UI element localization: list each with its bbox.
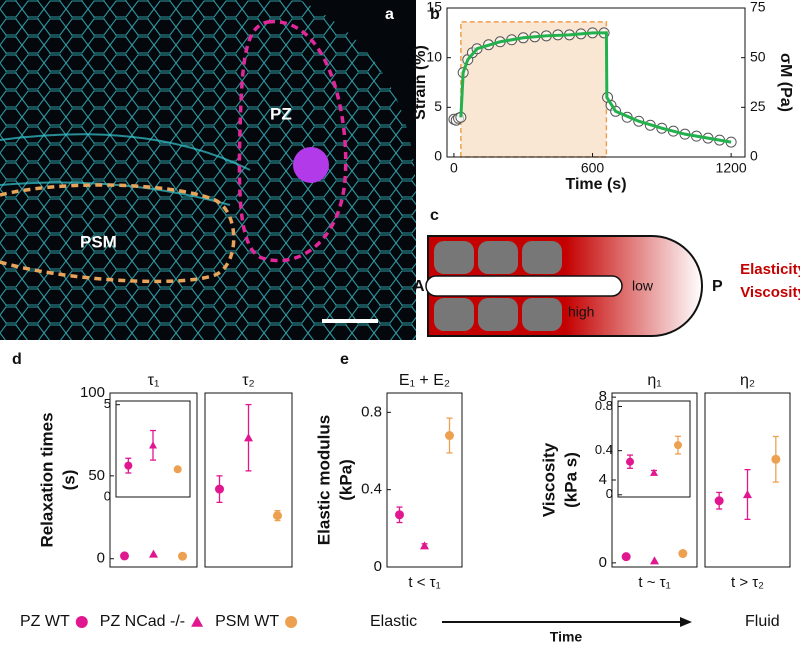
x-tick-label: 1200 <box>716 160 747 176</box>
marker <box>714 496 724 506</box>
marker <box>120 551 129 561</box>
subplot-title: τ₁ <box>148 372 160 389</box>
subplot-title: E₁ + E₂ <box>399 372 450 389</box>
arrow-head <box>680 617 692 627</box>
marker <box>124 461 133 470</box>
y-axis-label: Strain (%) <box>412 45 429 120</box>
y-axis-label: Viscosity <box>539 442 558 517</box>
inset-frame <box>617 400 691 498</box>
image-label: PSM <box>80 232 117 251</box>
marker <box>445 431 454 441</box>
marker <box>178 551 187 561</box>
y-tick-label: 0 <box>104 488 111 503</box>
panel-label: d <box>12 351 22 368</box>
property-label: Viscosity <box>740 284 800 301</box>
marker <box>420 541 429 550</box>
y2-axis-label: σM (Pa) <box>777 53 794 112</box>
y2-tick-label: 25 <box>750 98 766 114</box>
subplot-title: η₁ <box>647 372 661 389</box>
legend-label: PZ NCad -/- <box>100 613 185 630</box>
time-end: Fluid <box>745 613 780 630</box>
y-tick-label: 0 <box>606 486 613 501</box>
diagram-label: A <box>413 278 425 295</box>
marker <box>215 484 224 494</box>
marker <box>743 490 752 499</box>
y-tick-label: 0 <box>374 558 382 575</box>
x-axis-label: t < τ₁ <box>408 574 440 591</box>
y-tick-label: 4 <box>599 471 607 488</box>
marker <box>650 556 659 565</box>
subplot-title: η₂ <box>740 372 755 389</box>
y-axis-label: (s) <box>59 470 78 491</box>
marker <box>173 465 182 474</box>
x-tick-label: 0 <box>450 160 458 176</box>
legend-label: PZ WT <box>20 613 70 630</box>
y-tick-label: 8 <box>599 388 607 405</box>
y-tick-label: 100 <box>80 384 105 401</box>
y-axis-label: (kPa s) <box>561 452 580 508</box>
fit-line <box>459 31 732 144</box>
axes-frame <box>386 392 463 568</box>
marker <box>273 511 282 521</box>
x-tick-label: 600 <box>581 160 605 176</box>
y-tick-label: 50 <box>88 467 105 484</box>
legend-label: PSM WT <box>215 613 279 630</box>
y-tick-label: 0.4 <box>595 442 613 457</box>
x-axis-label: t ~ τ₁ <box>638 574 670 591</box>
y-tick-label: 0.4 <box>361 481 382 498</box>
marker <box>650 468 658 476</box>
panel-label: a <box>385 6 394 23</box>
axes-frame <box>109 392 198 568</box>
x-axis-label: t > τ₂ <box>731 574 764 591</box>
time-label: Time <box>550 629 583 645</box>
marker <box>771 454 781 464</box>
property-label: Elasticity <box>740 261 800 278</box>
marker <box>149 441 157 449</box>
y2-tick-label: 0 <box>750 148 758 164</box>
subplot-title: τ₂ <box>242 372 255 389</box>
panel-label: c <box>430 207 439 224</box>
microscopy-image: PZ PSM <box>0 0 416 340</box>
marker <box>244 433 253 442</box>
y-axis-label: Elastic modulus <box>314 415 333 545</box>
y-axis-label: (kPa) <box>336 459 355 501</box>
legend-marker <box>285 616 298 628</box>
y-tick-label: 0 <box>97 550 105 567</box>
legend-marker <box>75 616 88 628</box>
marker <box>678 549 688 559</box>
y-tick-label: 10 <box>426 48 442 64</box>
panel-label: b <box>430 6 440 23</box>
axes-frame <box>704 392 791 568</box>
x-axis-label: Time (s) <box>565 176 626 193</box>
marker <box>621 552 631 562</box>
marker <box>149 549 158 558</box>
y-tick-label: 5 <box>104 396 111 411</box>
y-tick-label: 0.8 <box>361 403 382 420</box>
y-tick-label: 0.8 <box>595 398 613 413</box>
y-tick-label: 5 <box>434 98 442 114</box>
axes-frame <box>204 392 293 568</box>
legend-marker <box>191 616 204 627</box>
diagram-label: low <box>632 278 654 294</box>
time-start: Elastic <box>370 613 417 630</box>
marker <box>674 441 682 450</box>
y2-tick-label: 75 <box>750 0 766 15</box>
axes-frame <box>446 7 746 158</box>
diagram-label: high <box>568 304 594 320</box>
panel-label: e <box>340 351 349 368</box>
diagram: A P low high Elasticity Viscosity <box>413 235 800 337</box>
y-tick-label: 0 <box>599 554 607 571</box>
marker <box>395 510 404 520</box>
diagram-label: P <box>712 278 723 295</box>
marker <box>626 457 634 466</box>
y-tick-label: 0 <box>434 148 442 164</box>
y-axis-label: Relaxation times <box>37 412 56 547</box>
image-label: PZ <box>270 104 292 123</box>
y2-tick-label: 50 <box>750 48 766 64</box>
y-tick-label: 15 <box>426 0 442 15</box>
